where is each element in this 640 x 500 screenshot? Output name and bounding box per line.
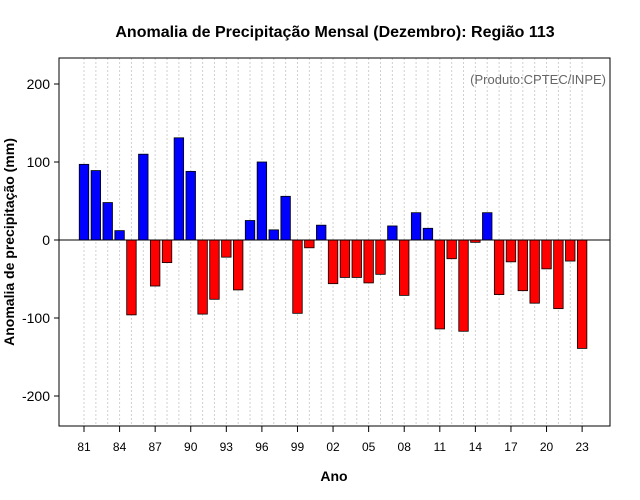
bar-2019	[529, 239, 540, 304]
bar-2008	[399, 239, 410, 296]
bar-2000	[304, 239, 315, 249]
bar-1992	[209, 239, 220, 300]
plot-frame	[58, 57, 611, 427]
x-tick-label: 20	[540, 440, 554, 454]
x-axis: 81 84 87 90 93 96 99 02 05 08 11 14 17 20 23	[77, 426, 589, 454]
bar-2013	[458, 239, 469, 332]
x-tick-label: 05	[362, 440, 376, 454]
bars-group	[78, 137, 588, 349]
bar-2002	[327, 239, 339, 285]
bar-1990	[185, 170, 196, 241]
x-tick-label: 23	[575, 440, 589, 454]
y-tick-label: -100	[22, 310, 50, 326]
bar-1993	[221, 239, 232, 258]
bar-2004	[351, 239, 362, 278]
bar-1985	[126, 239, 137, 316]
x-tick-label: 02	[326, 440, 340, 454]
credit-label: (Produto:CPTEC/INPE)	[470, 72, 606, 87]
bar-1989	[173, 137, 185, 241]
bar-1988	[161, 239, 173, 264]
bar-1987	[150, 239, 161, 287]
x-tick-label: 17	[504, 440, 518, 454]
bar-2023	[576, 239, 588, 349]
x-tick-label: 14	[469, 440, 483, 454]
bar-2003	[339, 239, 351, 278]
x-tick-label: 08	[398, 440, 412, 454]
bar-2021	[553, 239, 564, 310]
bar-2011	[434, 239, 445, 330]
bar-2022	[565, 239, 576, 262]
x-tick-label: 96	[255, 440, 269, 454]
x-axis-label: Ano	[320, 468, 347, 484]
bar-2005	[363, 239, 374, 284]
bar-1994	[233, 239, 244, 291]
bar-1981	[78, 163, 90, 241]
bar-1996	[256, 161, 268, 241]
bar-1995	[244, 220, 256, 241]
bar-1984	[114, 230, 125, 241]
y-tick-label: -200	[22, 388, 50, 404]
bar-2001	[316, 224, 327, 241]
bar-2012	[446, 239, 457, 260]
y-axis: -200 -100 0 100 200	[22, 76, 59, 404]
bar-2010	[422, 227, 434, 241]
bar-1999	[292, 239, 303, 314]
y-tick-label: 200	[27, 76, 51, 92]
x-tick-label: 93	[220, 440, 234, 454]
x-tick-label: 84	[113, 440, 127, 454]
bar-2018	[517, 239, 528, 292]
x-tick-label: 81	[77, 440, 91, 454]
bar-1983	[102, 202, 113, 241]
y-tick-label: 0	[42, 232, 50, 248]
bar-2017	[505, 239, 517, 263]
bar-2009	[410, 212, 422, 241]
bar-2015	[482, 212, 493, 241]
y-axis-label: Anomalia de precipitação (mm)	[1, 138, 17, 346]
x-tick-label: 90	[184, 440, 198, 454]
bar-1998	[280, 195, 291, 241]
chart-title: Anomalia de Precipitação Mensal (Dezembr…	[115, 24, 554, 41]
bar-1997	[268, 229, 279, 241]
bar-2007	[387, 225, 398, 241]
bar-2016	[493, 239, 505, 295]
x-tick-label: 11	[434, 440, 447, 454]
bar-1986	[138, 153, 149, 241]
x-tick-label: 87	[148, 440, 162, 454]
x-tick-label: 99	[291, 440, 305, 454]
bar-1991	[197, 239, 208, 315]
y-tick-label: 100	[27, 154, 51, 170]
bar-2006	[375, 239, 386, 275]
bar-2020	[541, 239, 552, 270]
bar-1982	[90, 170, 102, 241]
